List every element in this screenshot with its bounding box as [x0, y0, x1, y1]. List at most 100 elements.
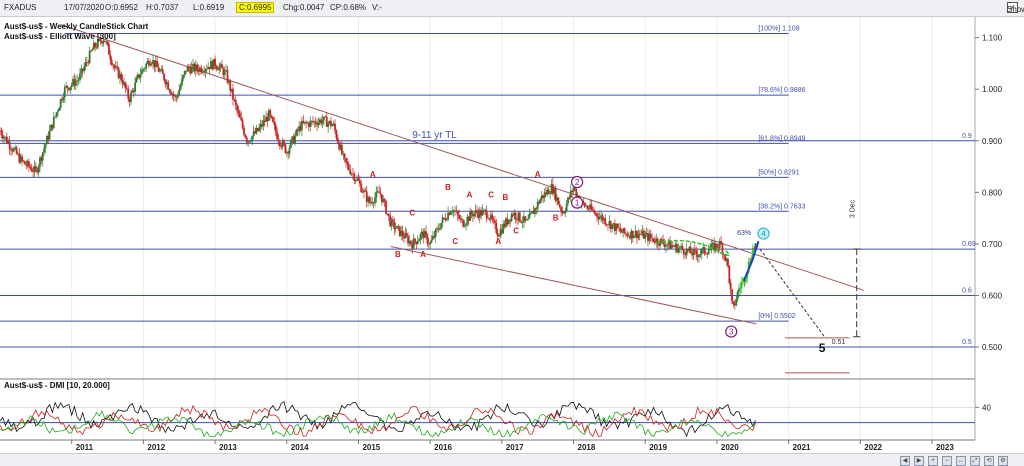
show-last-toggle[interactable]: ✓ Show Last — [1007, 2, 1024, 14]
show-last-checkbox[interactable]: ✓ — [1007, 2, 1018, 13]
candle-body — [105, 41, 108, 43]
candle-body — [294, 135, 296, 143]
candle-body — [369, 201, 372, 203]
candle-body — [620, 231, 623, 233]
candle-body — [725, 258, 728, 261]
candle-body — [11, 150, 14, 152]
candle-body — [529, 213, 532, 215]
candle-body — [716, 243, 718, 248]
x-tick-label: 2014 — [291, 443, 309, 452]
candle-body — [124, 82, 127, 89]
candle-body — [127, 88, 130, 99]
wave-circle — [757, 227, 770, 240]
candle-body — [589, 204, 591, 210]
candle-body — [637, 233, 640, 239]
candle-body — [478, 210, 481, 218]
candle-body — [76, 80, 79, 82]
candle-body — [368, 197, 371, 203]
candle-body — [208, 66, 211, 70]
candle-body — [14, 147, 17, 149]
candle-body — [367, 197, 370, 202]
candle-body — [131, 90, 134, 93]
wave-label: A — [535, 170, 541, 179]
candle-body — [190, 66, 193, 74]
candle-body — [112, 64, 114, 66]
candle-body — [465, 223, 467, 226]
candle-body — [255, 127, 258, 134]
candle-body — [653, 241, 656, 243]
candle-body — [640, 234, 642, 235]
candle-body — [612, 223, 615, 225]
candle-body — [360, 183, 363, 192]
candle-body — [302, 120, 305, 124]
candle-body — [509, 219, 512, 222]
candle-body — [594, 212, 597, 214]
candle-body — [642, 230, 645, 239]
candle-body — [652, 238, 655, 242]
candle-body — [85, 62, 88, 63]
candle-body — [331, 124, 334, 127]
candle-body — [68, 88, 70, 91]
candle-body — [363, 190, 365, 193]
candle-body — [218, 66, 221, 71]
candle-body — [285, 152, 288, 153]
candle-body — [136, 74, 139, 79]
y-tick-label: 0.500 — [982, 343, 1003, 352]
candle-body — [321, 120, 324, 124]
projection-date: 3 Dec — [850, 199, 857, 218]
candle-body — [484, 209, 487, 211]
candle-body — [243, 127, 245, 135]
candle-body — [45, 136, 48, 145]
candle-body — [532, 211, 535, 215]
price-chart[interactable]: [100%] 1.108 [78.6%] 0.9886 [61.8%] 0.8949… — [0, 0, 1024, 453]
candle-body — [171, 94, 174, 95]
candle-body — [656, 238, 659, 245]
candle-body — [543, 192, 546, 199]
candle-body — [154, 60, 157, 68]
candle-body — [17, 153, 19, 155]
candle-body — [601, 215, 604, 221]
candle-body — [500, 229, 503, 234]
candle-body — [432, 235, 434, 240]
candle-body — [714, 243, 717, 251]
wave-label: C — [513, 227, 519, 236]
x-tick-label: 2016 — [434, 443, 452, 452]
candle-body — [549, 193, 551, 195]
candle-body — [645, 233, 648, 235]
high-label: H:0.7037 — [146, 3, 179, 12]
candle-body — [146, 61, 149, 64]
candle-body — [539, 199, 542, 204]
candle-body — [540, 195, 543, 200]
candle-body — [66, 85, 69, 89]
candle-body — [425, 231, 427, 235]
candle-body — [205, 68, 208, 70]
candle-body — [276, 131, 279, 139]
candle-body — [452, 210, 455, 212]
candle-body — [52, 116, 55, 129]
candle-body — [602, 218, 605, 221]
candle-body — [480, 210, 483, 216]
dmi-panel: 40 — [0, 401, 991, 438]
candle-body — [1, 134, 4, 139]
candle-body — [625, 233, 627, 234]
candle-body — [736, 291, 739, 300]
trendline-label: 9-11 yr TL — [412, 130, 457, 141]
candle-body — [248, 141, 251, 143]
candle-body — [692, 249, 695, 256]
candle-body — [39, 157, 41, 167]
y-tick-label: 1.100 — [982, 34, 1003, 43]
candle-body — [128, 98, 131, 102]
candle-body — [152, 60, 154, 64]
candle-body — [405, 233, 408, 237]
candle-body — [721, 244, 724, 255]
candle-body — [41, 152, 44, 161]
candle-body — [143, 68, 146, 70]
candle-body — [724, 254, 727, 261]
candle-body — [412, 238, 415, 249]
candle-body — [487, 217, 489, 219]
candle-body — [597, 216, 600, 220]
candle-body — [629, 235, 631, 239]
candle-body — [426, 234, 429, 244]
candle-body — [680, 246, 682, 248]
candle-body — [545, 192, 547, 195]
